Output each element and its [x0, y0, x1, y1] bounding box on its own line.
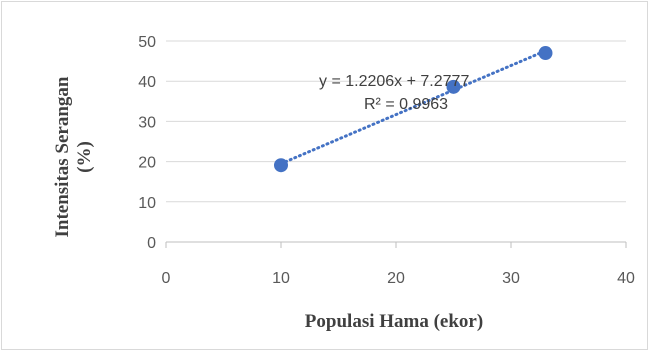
x-tick-label: 0 — [162, 270, 171, 287]
y-axis-title-line-2: (%) — [74, 141, 95, 173]
y-tick-label: 40 — [138, 74, 156, 91]
y-tick-label: 10 — [138, 195, 156, 212]
y-tick-label: 20 — [138, 155, 156, 172]
y-tick-label: 50 — [138, 34, 156, 51]
y-tick-label: 30 — [138, 114, 156, 131]
trendline-equation-label: y = 1.2206x + 7.2777 — [319, 73, 469, 90]
trendline-r2-label: R² = 0.9963 — [364, 96, 448, 113]
trendline — [279, 49, 547, 166]
data-point — [446, 79, 461, 94]
x-tick-label: 20 — [387, 270, 405, 287]
data-points — [274, 46, 553, 173]
y-tick-label: 0 — [147, 235, 156, 252]
data-point — [538, 46, 553, 61]
gridlines — [166, 40, 626, 203]
y-axis-title: Intensitas Serangan (%) — [52, 76, 95, 237]
y-axis-title-line-1: Intensitas Serangan — [52, 76, 73, 237]
x-tick-label: 10 — [272, 270, 290, 287]
x-tick-label: 40 — [617, 270, 635, 287]
trendline-group — [279, 49, 547, 166]
data-point — [274, 158, 288, 173]
x-axis-title: Populasi Hama (ekor) — [305, 311, 483, 332]
tick-labels: 0 10 20 30 40 50 0 10 20 30 40 — [138, 34, 635, 287]
axes — [165, 241, 627, 248]
x-tick-label: 30 — [502, 270, 520, 287]
